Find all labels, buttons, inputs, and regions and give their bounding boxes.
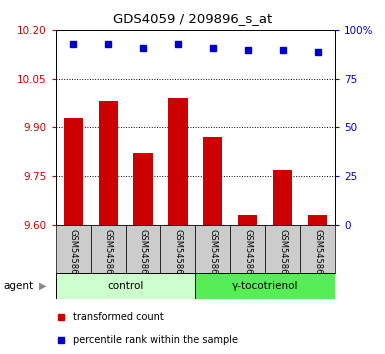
Bar bbox=[265, 225, 300, 273]
Text: percentile rank within the sample: percentile rank within the sample bbox=[72, 335, 238, 345]
Bar bbox=[195, 225, 230, 273]
Bar bbox=[230, 225, 265, 273]
Text: GSM545864: GSM545864 bbox=[173, 229, 182, 279]
Text: ▶: ▶ bbox=[38, 281, 46, 291]
Bar bbox=[56, 225, 91, 273]
Bar bbox=[134, 153, 152, 225]
Bar bbox=[195, 273, 335, 299]
Text: GSM545861: GSM545861 bbox=[69, 229, 78, 279]
Text: GSM545867: GSM545867 bbox=[278, 229, 287, 280]
Text: agent: agent bbox=[4, 281, 34, 291]
Bar bbox=[64, 118, 83, 225]
Text: GSM545863: GSM545863 bbox=[139, 229, 147, 280]
Bar bbox=[238, 215, 257, 225]
Bar bbox=[126, 225, 161, 273]
Text: GDS4059 / 209896_s_at: GDS4059 / 209896_s_at bbox=[113, 12, 272, 25]
Bar bbox=[168, 98, 187, 225]
Bar bbox=[273, 170, 292, 225]
Bar bbox=[308, 215, 327, 225]
Bar bbox=[203, 137, 223, 225]
Text: GSM545862: GSM545862 bbox=[104, 229, 113, 279]
Text: transformed count: transformed count bbox=[72, 312, 163, 322]
Text: GSM545865: GSM545865 bbox=[208, 229, 218, 279]
Text: GSM545866: GSM545866 bbox=[243, 229, 252, 280]
Bar bbox=[91, 225, 126, 273]
Bar bbox=[161, 225, 195, 273]
Bar bbox=[99, 102, 118, 225]
Text: γ-tocotrienol: γ-tocotrienol bbox=[232, 281, 298, 291]
Text: control: control bbox=[107, 281, 144, 291]
Bar bbox=[300, 225, 335, 273]
Text: GSM545868: GSM545868 bbox=[313, 229, 322, 280]
Bar bbox=[56, 273, 195, 299]
